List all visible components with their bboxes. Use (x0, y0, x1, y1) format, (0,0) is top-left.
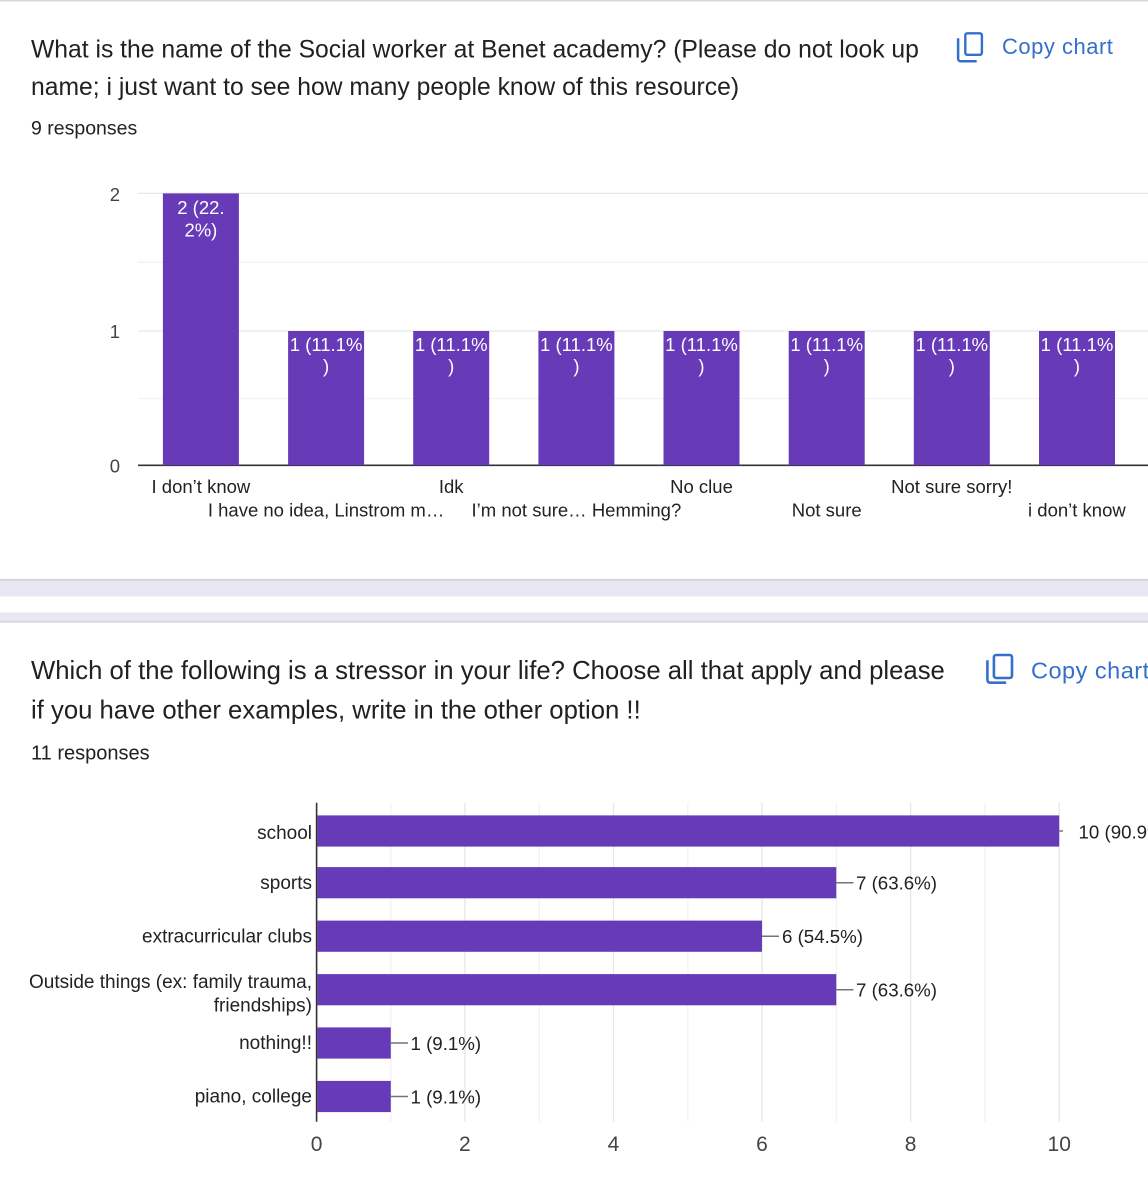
svg-text:6: 6 (756, 1133, 768, 1156)
svg-text:No clue: No clue (670, 476, 733, 497)
svg-text:1 (11.1%: 1 (11.1% (790, 334, 863, 355)
svg-text:1 (11.1%: 1 (11.1% (665, 334, 738, 355)
svg-text:11 responses: 11 responses (31, 743, 150, 765)
svg-text:I have no idea, Linstrom m…: I have no idea, Linstrom m… (208, 500, 445, 521)
svg-text:6 (54.5%): 6 (54.5%) (782, 926, 863, 947)
svg-text:sports: sports (260, 873, 312, 894)
svg-text:school: school (257, 823, 312, 844)
svg-text:1: 1 (110, 321, 120, 342)
svg-text:name; i just want to see how m: name; i just want to see how many people… (31, 74, 739, 101)
svg-text:2: 2 (110, 184, 120, 205)
svg-text:Which of the following is a st: Which of the following is a stressor in … (31, 657, 945, 685)
svg-text:): ) (323, 356, 329, 377)
svg-text:2 (22.: 2 (22. (177, 197, 224, 218)
svg-text:7 (63.6%): 7 (63.6%) (856, 980, 937, 1001)
svg-text:Idk: Idk (439, 476, 464, 497)
svg-text:1 (11.1%: 1 (11.1% (415, 334, 488, 355)
svg-text:): ) (949, 356, 955, 377)
svg-text:Copy chart: Copy chart (1002, 34, 1113, 59)
svg-text:nothing!!: nothing!! (239, 1033, 312, 1054)
svg-text:): ) (573, 356, 579, 377)
svg-text:Not sure sorry!: Not sure sorry! (891, 476, 1012, 497)
svg-text:4: 4 (608, 1133, 620, 1156)
svg-text:friendships): friendships) (214, 996, 312, 1017)
svg-text:10 (90.9%): 10 (90.9%) (1079, 822, 1148, 843)
svg-text:piano, college: piano, college (195, 1086, 312, 1107)
svg-text:0: 0 (110, 455, 120, 476)
svg-text:What is the name of the Social: What is the name of the Social worker at… (31, 37, 919, 64)
svg-text:1 (9.1%): 1 (9.1%) (411, 1086, 482, 1107)
svg-text:): ) (698, 356, 704, 377)
svg-text:extracurricular clubs: extracurricular clubs (142, 927, 312, 948)
svg-text:1 (11.1%: 1 (11.1% (290, 334, 363, 355)
svg-text:I don’t know: I don’t know (152, 476, 251, 497)
svg-text:1 (11.1%: 1 (11.1% (915, 334, 988, 355)
svg-text:): ) (824, 356, 830, 377)
svg-text:): ) (448, 356, 454, 377)
svg-text:9 responses: 9 responses (31, 118, 137, 140)
svg-text:if you have other examples, wr: if you have other examples, write in the… (31, 697, 641, 725)
svg-text:8: 8 (905, 1133, 917, 1156)
svg-text:1 (9.1%): 1 (9.1%) (411, 1033, 482, 1054)
svg-text:i don’t know: i don’t know (1028, 500, 1126, 521)
svg-text:1 (11.1%: 1 (11.1% (540, 334, 613, 355)
svg-text:Outside things (ex: family tra: Outside things (ex: family trauma, (29, 972, 312, 993)
svg-text:10: 10 (1048, 1133, 1071, 1156)
svg-text:I’m not sure… Hemming?: I’m not sure… Hemming? (472, 500, 682, 521)
svg-text:1 (11.1%: 1 (11.1% (1041, 334, 1114, 355)
svg-text:2: 2 (459, 1133, 471, 1156)
svg-text:): ) (1074, 356, 1080, 377)
svg-text:Copy chart: Copy chart (1031, 658, 1148, 684)
svg-text:2%): 2%) (184, 219, 217, 240)
svg-text:7 (63.6%): 7 (63.6%) (856, 873, 937, 894)
svg-text:Not sure: Not sure (792, 500, 862, 521)
svg-text:0: 0 (311, 1133, 323, 1156)
